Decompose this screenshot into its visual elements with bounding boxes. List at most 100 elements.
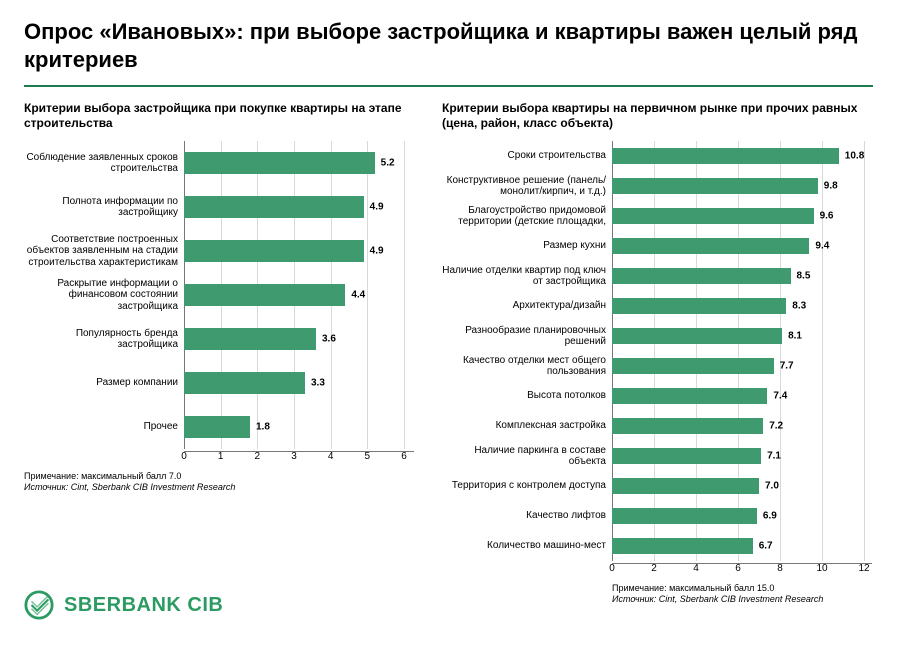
axis-tick: 6 [401,451,407,462]
title-rule [24,85,873,87]
bar-value: 4.4 [351,290,365,301]
bar-value: 6.9 [763,511,777,522]
bar [612,238,809,254]
bar [612,298,786,314]
chart-left-title: Критерии выбора застройщика при покупке … [24,101,414,131]
bar-row: Разнообразие планировочных решений 8.1 [442,321,872,351]
bar-row: Комплексная застройка7.2 [442,411,872,441]
bar-row: Соблюдение заявленных сроков строительст… [24,141,414,185]
page-title: Опрос «Ивановых»: при выборе застройщика… [24,18,873,73]
bar-value: 7.7 [780,361,794,372]
bar-row: Прочее 1.8 [24,405,414,449]
bar-row: Архитектура/дизайн 8.3 [442,291,872,321]
category-label: Высота потолков [442,390,612,402]
chart-right-title: Критерии выбора квартиры на первичном ры… [442,101,872,131]
chart-right-notes: Примечание: максимальный балл 15.0 Источ… [612,583,872,606]
chart-right: Критерии выбора квартиры на первичном ры… [442,101,872,606]
bar-value: 8.5 [797,271,811,282]
chart-right-axis: 024681012 [442,563,872,577]
bar [612,268,791,284]
bar [184,372,305,394]
category-label: Архитектура/дизайн [442,300,612,312]
bar-value: 3.3 [311,378,325,389]
category-label: Наличие паркинга в составе объекта [442,445,612,468]
bar-row: Соответствие построенных объектов заявле… [24,229,414,273]
bar-row: Размер кухни 9.4 [442,231,872,261]
category-label: Размер кухни [442,240,612,252]
chart-left-notes: Примечание: максимальный балл 7.0 Источн… [24,471,414,494]
category-label: Благоустройство придомовой территории (д… [442,205,612,228]
bar-value: 9.4 [815,241,829,252]
bar-row: Раскрытие информации о финансовом состоя… [24,273,414,317]
bar-row: Качество лифтов 6.9 [442,501,872,531]
category-label: Прочее [24,421,184,433]
bar [612,418,763,434]
sberbank-logo-icon [24,590,54,620]
category-label: Размер компании [24,377,184,389]
bar-value: 4.9 [370,246,384,257]
category-label: Наличие отделки квартир под ключ от заст… [442,265,612,288]
bar [612,358,774,374]
bar-value: 3.6 [322,334,336,345]
bar [184,416,250,438]
axis-tick: 1 [218,451,224,462]
bar-value: 4.9 [370,202,384,213]
bar-row: Размер компании 3.3 [24,361,414,405]
category-label: Конструктивное решение (панель/монолит/к… [442,175,612,198]
bar [184,196,364,218]
category-label: Соблюдение заявленных сроков строительст… [24,152,184,175]
bar [612,178,818,194]
bar-row: Полнота информации по застройщику 4.9 [24,185,414,229]
bar-value: 10.8 [845,151,864,162]
chart-left-plot: Соблюдение заявленных сроков строительст… [24,141,414,449]
bar-value: 7.4 [773,391,787,402]
bar-row: Конструктивное решение (панель/монолит/к… [442,171,872,201]
category-label: Качество отделки мест общего пользования [442,355,612,378]
chart-right-plot: Сроки строительства 10.8 Конструктивное ре… [442,141,872,561]
bar-value: 5.2 [381,158,395,169]
bar [612,508,757,524]
category-label: Раскрытие информации о финансовом состоя… [24,278,184,313]
bar-row: Высота потолков 7.4 [442,381,872,411]
bar [612,208,814,224]
bar-value: 1.8 [256,422,270,433]
axis-tick: 6 [735,563,741,574]
category-label: Соответствие построенных объектов заявле… [24,234,184,269]
bar-value: 7.0 [765,481,779,492]
bar-value: 9.8 [824,181,838,192]
axis-tick: 10 [816,563,827,574]
bar-row: Количество машино-мест6.7 [442,531,872,561]
bar [612,478,759,494]
axis-tick: 0 [609,563,615,574]
bar-row: Наличие паркинга в составе объекта 7.1 [442,441,872,471]
category-label: Комплексная застройка [442,420,612,432]
bar-row: Наличие отделки квартир под ключ от заст… [442,261,872,291]
axis-tick: 3 [291,451,297,462]
chart-left-axis: 0123456 [24,451,414,465]
category-label: Качество лифтов [442,510,612,522]
category-label: Сроки строительства [442,150,612,162]
axis-tick: 8 [777,563,783,574]
axis-tick: 2 [651,563,657,574]
bar [184,284,345,306]
bar-row: Популярность бренда застройщика 3.6 [24,317,414,361]
bar-row: Территория с контролем доступа7.0 [442,471,872,501]
axis-tick: 12 [858,563,869,574]
axis-tick: 4 [328,451,334,462]
bar-value: 8.1 [788,331,802,342]
category-label: Популярность бренда застройщика [24,328,184,351]
chart-right-source: Источник: Cint, Sberbank CIB Investment … [612,594,872,605]
chart-left-source: Источник: Cint, Sberbank CIB Investment … [24,482,414,493]
chart-right-note: Примечание: максимальный балл 15.0 [612,583,872,594]
chart-left: Критерии выбора застройщика при покупке … [24,101,414,606]
category-label: Разнообразие планировочных решений [442,325,612,348]
chart-left-note: Примечание: максимальный балл 7.0 [24,471,414,482]
bar-value: 7.1 [767,451,781,462]
category-label: Количество машино-мест [442,540,612,552]
axis-tick: 2 [255,451,261,462]
bar-value: 9.6 [820,211,834,222]
bar [612,448,761,464]
category-label: Полнота информации по застройщику [24,196,184,219]
axis-tick: 5 [365,451,371,462]
bar-value: 8.3 [792,301,806,312]
